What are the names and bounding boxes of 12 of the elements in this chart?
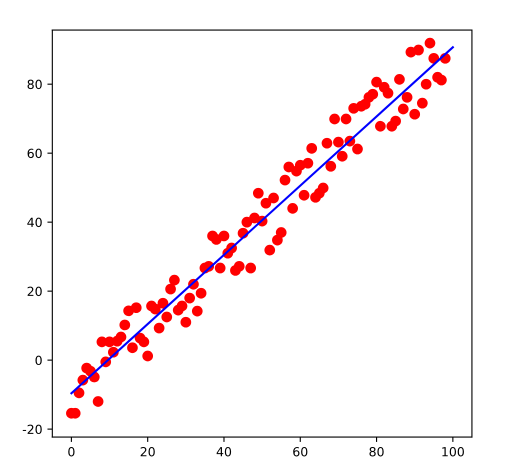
y-tick-label: 0 — [35, 356, 42, 366]
y-tick-label: 20 — [28, 286, 42, 296]
x-tick-label: 60 — [293, 446, 308, 456]
x-tick-label: 0 — [68, 446, 75, 456]
x-tick-label: 100 — [442, 446, 464, 456]
x-tick-label: 80 — [369, 446, 384, 456]
x-tick-label: 40 — [216, 446, 232, 456]
y-tick-label: 80 — [28, 80, 42, 90]
y-tick-label: -20 — [22, 424, 42, 434]
y-tick-label: 60 — [28, 148, 42, 158]
y-tick-label: 40 — [27, 218, 42, 228]
x-tick-label: 20 — [140, 446, 155, 456]
